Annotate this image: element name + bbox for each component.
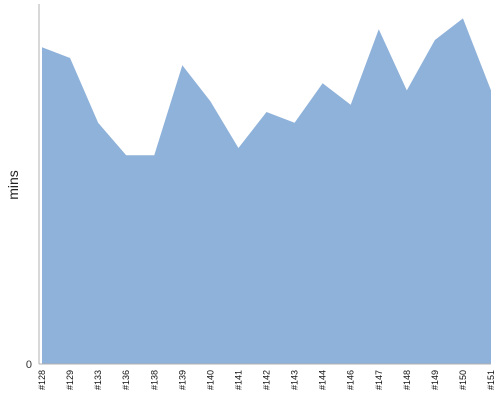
y-tick-label: 0 [26,359,32,371]
x-tick-label: #143 [290,370,300,390]
x-tick-label: #138 [149,370,159,390]
x-tick-label: #128 [37,370,47,390]
x-tick-label: #136 [121,370,131,390]
x-tick-label: #149 [430,370,440,390]
x-tick-label: #139 [177,370,187,390]
area-layer [42,18,491,365]
x-tick-label: #133 [93,370,103,390]
y-ticks: 0 [26,359,32,371]
area-series [42,18,491,365]
x-tick-label: #146 [346,370,356,390]
y-axis-label: mins [5,170,21,200]
x-tick-label: #150 [458,370,468,390]
x-tick-label: #142 [262,370,272,390]
x-tick-label: #140 [205,370,215,390]
x-tick-label: #129 [65,370,75,390]
x-tick-label: #147 [374,370,384,390]
x-tick-label: #141 [233,370,243,390]
x-tick-label: #151 [486,370,496,390]
x-tick-label: #148 [402,370,412,390]
x-ticks: #128 #129 #133 #136 #138 #139 #140 #141 #142 #143… [37,370,496,390]
x-tick-label: #144 [318,370,328,390]
